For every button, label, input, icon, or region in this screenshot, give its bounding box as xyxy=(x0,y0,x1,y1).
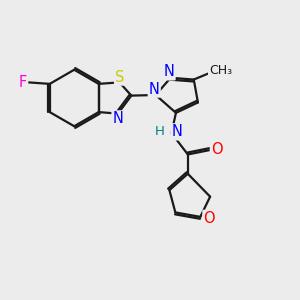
Text: N: N xyxy=(171,124,182,140)
Text: N: N xyxy=(164,64,175,79)
Text: N: N xyxy=(112,111,123,126)
Text: H: H xyxy=(155,125,165,138)
Text: O: O xyxy=(211,142,223,157)
Text: CH₃: CH₃ xyxy=(209,64,232,77)
Text: O: O xyxy=(203,211,215,226)
Text: S: S xyxy=(115,70,124,85)
Text: N: N xyxy=(149,82,160,97)
Text: F: F xyxy=(19,75,27,90)
